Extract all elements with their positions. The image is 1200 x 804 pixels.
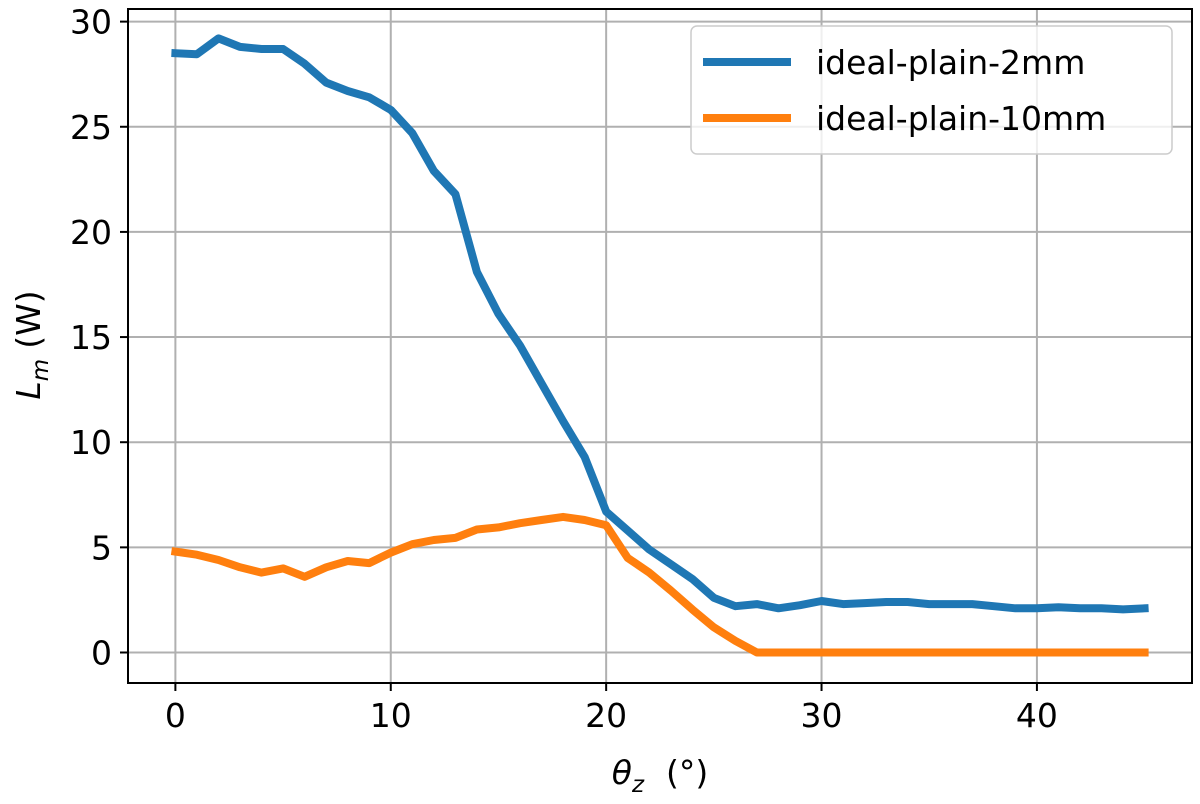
series-line-ideal-plain-10mm bbox=[170, 512, 1149, 657]
y-tick-label: 30 bbox=[70, 3, 112, 42]
x-tick-label: 20 bbox=[585, 696, 627, 735]
y-tick-label: 10 bbox=[70, 423, 112, 462]
y-axis-label: Lm(W) bbox=[9, 290, 54, 399]
ticks: 0 10 20 30 40 0 5 10 15 20 25 30 bbox=[70, 3, 1058, 735]
legend: ideal-plain-2mm ideal-plain-10mm bbox=[690, 25, 1173, 155]
y-tick-label: 25 bbox=[70, 108, 112, 147]
legend-label-ideal-plain-2mm: ideal-plain-2mm bbox=[816, 43, 1085, 82]
series-lines bbox=[170, 34, 1149, 657]
series-line-ideal-plain-2mm bbox=[171, 34, 1149, 614]
x-tick-label: 30 bbox=[801, 696, 843, 735]
legend-label-ideal-plain-10mm: ideal-plain-10mm bbox=[816, 99, 1106, 138]
y-tick-label: 15 bbox=[70, 318, 112, 357]
y-tick-label: 0 bbox=[91, 634, 112, 673]
y-tick-label: 5 bbox=[91, 528, 112, 567]
x-tick-label: 10 bbox=[370, 696, 412, 735]
x-tick-label: 0 bbox=[165, 696, 186, 735]
y-tick-label: 20 bbox=[70, 213, 112, 252]
x-axis-label: θz (°) bbox=[612, 753, 709, 798]
x-tick-label: 40 bbox=[1016, 696, 1058, 735]
plot-frame bbox=[127, 8, 1193, 684]
legend-box bbox=[690, 25, 1173, 155]
